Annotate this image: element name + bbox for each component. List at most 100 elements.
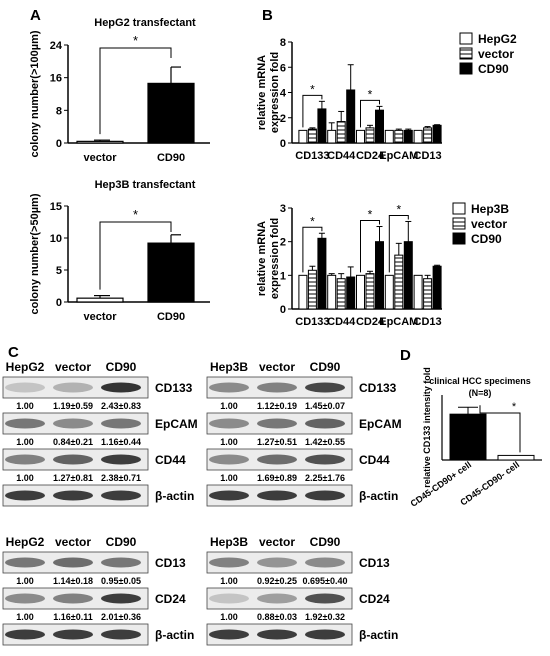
- marker-label: β-actin: [359, 489, 398, 503]
- band-quantification: 2.01±0.36: [101, 612, 141, 622]
- blot-band: [101, 490, 141, 501]
- chart-title: HepG2 transfectant: [94, 17, 196, 29]
- bar: [346, 276, 356, 310]
- marker-label: β-actin: [155, 628, 194, 642]
- band-quantification: 2.43±0.83: [101, 401, 141, 411]
- bar: [432, 265, 442, 310]
- y-axis-label-line2: expression fold: [269, 218, 281, 299]
- bar: [147, 242, 195, 303]
- bar: [317, 237, 327, 310]
- y-tick-label: 8: [280, 37, 286, 49]
- blot-band: [305, 490, 345, 501]
- blot-band: [305, 382, 345, 393]
- marker-label: CD24: [155, 592, 186, 606]
- lane-label: Hep3B: [210, 360, 248, 374]
- x-tick-label: CD13: [414, 316, 442, 328]
- blot-band: [209, 593, 249, 604]
- chart-subtitle: (N=8): [469, 388, 492, 398]
- band-quantification: 0.95±0.05: [101, 576, 141, 586]
- x-tick-label: CD133: [295, 316, 329, 328]
- significance-label: *: [368, 87, 373, 101]
- lane-label: HepG2: [6, 535, 45, 549]
- bar: [298, 274, 308, 310]
- legend-swatch: [459, 62, 473, 75]
- bar: [327, 129, 337, 144]
- x-tick-label: CD44: [327, 316, 356, 328]
- band-quantification: 0.92±0.25: [257, 576, 297, 586]
- panel-letter-c: C: [8, 344, 19, 361]
- blot-band: [305, 454, 345, 465]
- blot-band: [101, 418, 141, 429]
- significance-label: *: [396, 202, 401, 216]
- band-quantification: 1.00: [16, 576, 34, 586]
- band-quantification: 0.88±0.03: [257, 612, 297, 622]
- band-quantification: 1.00: [220, 437, 238, 447]
- marker-label: EpCAM: [359, 417, 402, 431]
- band-quantification: 1.00: [220, 576, 238, 586]
- band-quantification: 1.00: [16, 401, 34, 411]
- band-quantification: 1.00: [220, 401, 238, 411]
- bar: [413, 274, 423, 310]
- x-tick-label: CD133: [295, 150, 329, 162]
- blot-band: [305, 593, 345, 604]
- bar: [317, 108, 327, 144]
- blot-band: [257, 557, 297, 568]
- y-tick-label: 0: [56, 138, 62, 150]
- blot-band: [257, 593, 297, 604]
- blot-band: [101, 593, 141, 604]
- significance-bracket: [302, 94, 323, 128]
- band-quantification: 1.27±0.81: [53, 473, 93, 483]
- legend-label: CD90: [471, 232, 502, 246]
- blot-band: [101, 454, 141, 465]
- marker-label: CD13: [359, 556, 390, 570]
- blot-band: [257, 454, 297, 465]
- blot-band: [53, 557, 93, 568]
- significance-bracket: [479, 405, 521, 453]
- band-quantification: 1.12±0.19: [257, 401, 297, 411]
- marker-label: CD13: [155, 556, 186, 570]
- bar: [76, 140, 124, 144]
- x-tick-label: EpCAM: [379, 150, 418, 162]
- y-tick-label: 0: [280, 138, 286, 150]
- blot-band: [257, 490, 297, 501]
- bar: [497, 454, 535, 461]
- y-tick-label: 3: [280, 203, 286, 215]
- bar: [403, 241, 413, 310]
- legend-label: vector: [478, 47, 514, 61]
- band-quantification: 1.69±0.89: [257, 473, 297, 483]
- lane-label: CD90: [106, 535, 137, 549]
- bar: [346, 89, 356, 144]
- band-quantification: 1.00: [220, 612, 238, 622]
- blot-band: [53, 629, 93, 640]
- marker-label: EpCAM: [155, 417, 198, 431]
- legend-swatch: [452, 217, 466, 230]
- lane-label: vector: [259, 360, 295, 374]
- significance-label: *: [310, 214, 315, 228]
- blot-band: [53, 418, 93, 429]
- x-tick-label: EpCAM: [379, 316, 418, 328]
- marker-label: CD44: [359, 453, 390, 467]
- blot-band: [53, 382, 93, 393]
- blot-band: [209, 629, 249, 640]
- y-tick-label: 0: [280, 304, 286, 316]
- blot-band: [305, 557, 345, 568]
- x-tick-label: vector: [83, 152, 117, 164]
- blot-C3: HepG2 vector CD90 CD13 1.00 1.14±0.18 0.95±0.0…: [2, 535, 194, 646]
- significance-label: *: [133, 33, 138, 48]
- band-quantification: 1.45±0.07: [305, 401, 345, 411]
- band-quantification: 1.92±0.32: [305, 612, 345, 622]
- marker-label: CD24: [359, 592, 390, 606]
- blot-band: [305, 629, 345, 640]
- bar: [298, 129, 308, 144]
- y-axis-label-line1: relative mRNA: [256, 55, 268, 130]
- blot-band: [53, 490, 93, 501]
- bar: [356, 129, 365, 144]
- band-quantification: 1.19±0.59: [53, 401, 93, 411]
- blot-strip: [206, 587, 353, 610]
- bar: [394, 254, 404, 310]
- bar: [403, 129, 413, 144]
- marker-label: CD133: [359, 381, 397, 395]
- significance-bracket: [99, 47, 172, 135]
